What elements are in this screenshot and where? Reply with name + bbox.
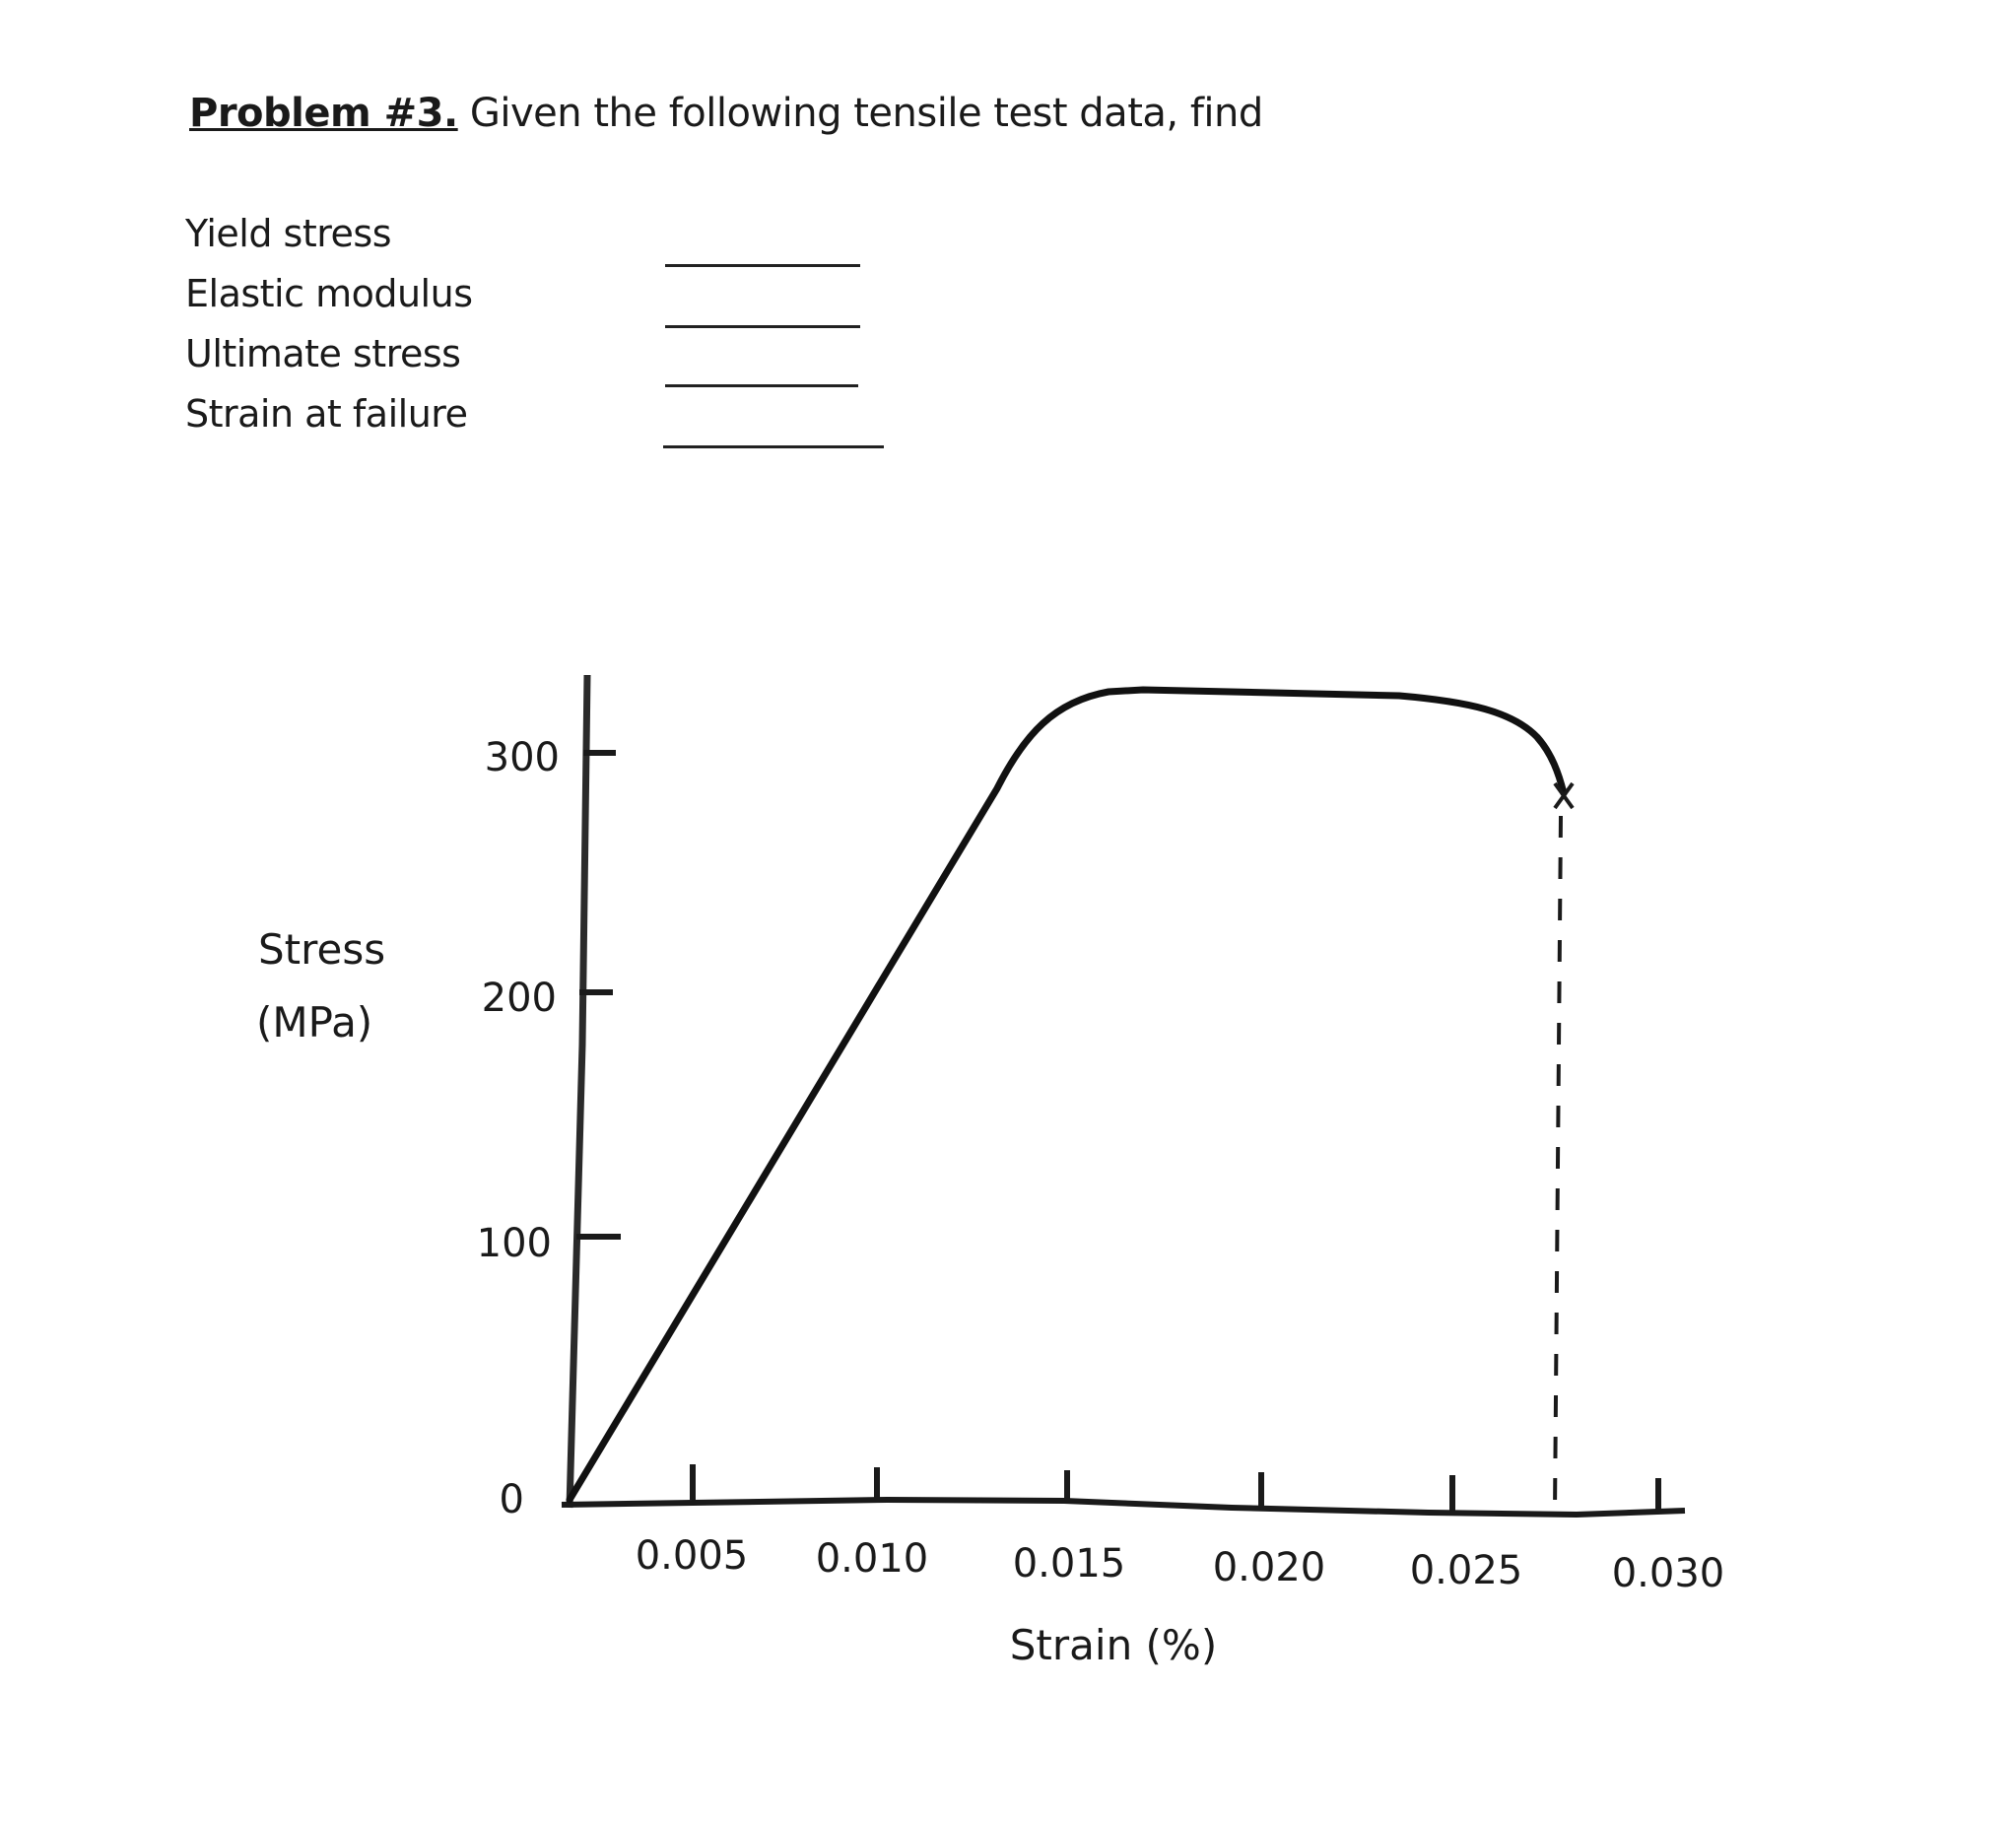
answer-blank-strain-at-failure[interactable] (663, 445, 884, 448)
answer-blank-elastic-modulus[interactable] (665, 325, 860, 328)
x-tick-label-0.010: 0.010 (816, 1536, 929, 1582)
y-axis-title-line2: (MPa) (256, 998, 372, 1047)
question-label: Yield stress (185, 212, 392, 255)
answer-blank-ultimate-stress[interactable] (665, 384, 858, 387)
question-yield-stress: Yield stress (185, 209, 473, 269)
question-ultimate-stress: Ultimate stress (185, 329, 473, 389)
question-label: Strain at failure (185, 392, 468, 436)
problem-number: Problem #3. (189, 91, 458, 136)
x-tick-label-0.025: 0.025 (1410, 1548, 1523, 1593)
y-tick-label-100: 100 (477, 1221, 552, 1266)
problem-prompt: Given the following tensile test data, f… (457, 91, 1263, 136)
x-tick-label-0.005: 0.005 (636, 1533, 749, 1579)
y-axis (566, 674, 591, 1509)
answer-blank-yield-stress[interactable] (665, 264, 860, 267)
x-tick-label-0.020: 0.020 (1213, 1545, 1326, 1590)
x-ticks (690, 1464, 1661, 1513)
x-axis (561, 1496, 1686, 1519)
y-tick-label-200: 200 (482, 976, 557, 1021)
x-tick-label-0.015: 0.015 (1013, 1541, 1126, 1587)
y-tick-label-300: 300 (485, 735, 560, 780)
failure-x-marker-icon (1553, 781, 1575, 810)
question-label: Elastic modulus (185, 272, 473, 315)
question-label: Ultimate stress (185, 332, 461, 375)
y-axis-title-line1: Stress (258, 925, 385, 974)
x-tick-label-0.030: 0.030 (1612, 1551, 1725, 1596)
y-tick-label-0: 0 (500, 1477, 524, 1522)
question-strain-at-failure: Strain at failure (185, 389, 473, 449)
y-ticks (576, 750, 621, 1240)
question-list: Yield stress Elastic modulus Ultimate st… (185, 209, 473, 449)
x-axis-title: Strain (%) (1010, 1621, 1217, 1669)
failure-dashed-line (1553, 815, 1563, 1514)
stress-strain-curve (566, 686, 1568, 1504)
question-elastic-modulus: Elastic modulus (185, 269, 473, 329)
problem-heading: Problem #3. Given the following tensile … (189, 91, 1263, 136)
